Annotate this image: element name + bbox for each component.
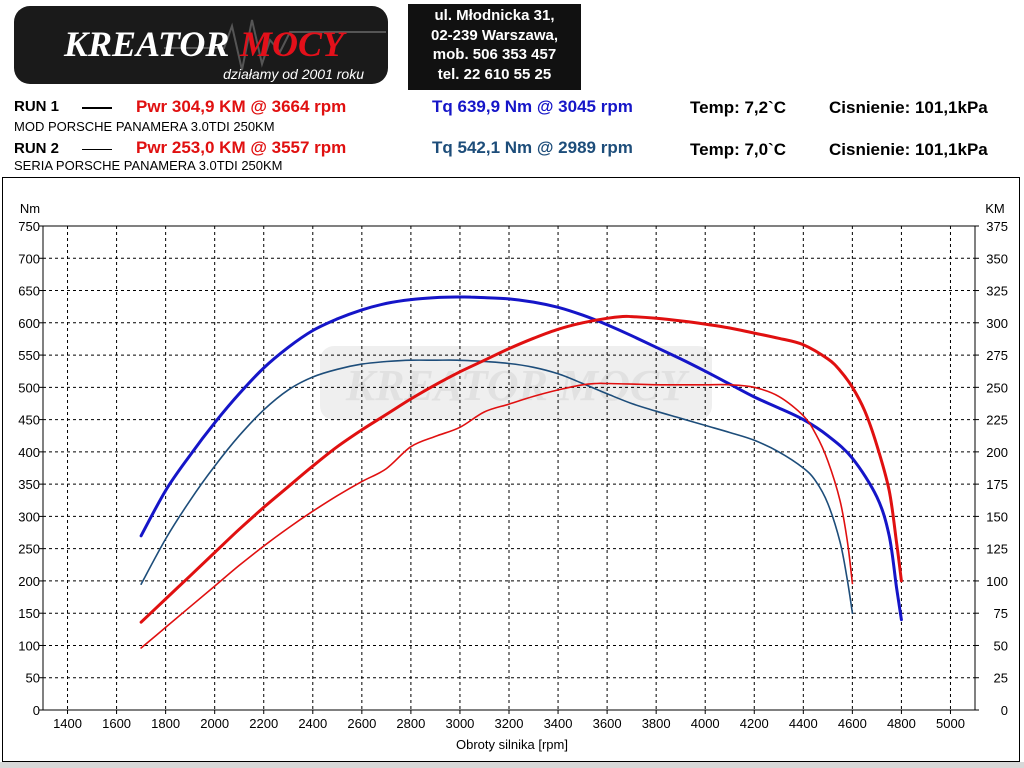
bottom-bar	[0, 762, 1024, 768]
address-line-2: 02-239 Warszawa,	[430, 26, 559, 44]
run-1-temperature: Temp: 7,2`C	[690, 98, 787, 117]
x-tick-label: 5000	[936, 716, 965, 731]
x-tick-label: 2600	[347, 716, 376, 731]
watermark-text: KREATOR MOCY	[345, 361, 690, 410]
x-tick-label: 2400	[298, 716, 327, 731]
x-tick-label: 2800	[396, 716, 425, 731]
y-right-tick-label: 375	[986, 219, 1008, 234]
x-tick-label: 3600	[593, 716, 622, 731]
run-1-description: MOD PORSCHE PANAMERA 3.0TDI 250KM	[14, 119, 275, 134]
x-tick-label: 1600	[102, 716, 131, 731]
y-right-tick-label: 200	[986, 445, 1008, 460]
run-2-pressure: Cisnienie: 101,1kPa	[829, 140, 988, 159]
run-2-description: SERIA PORSCHE PANAMERA 3.0TDI 250KM	[14, 158, 283, 173]
chart-series	[139, 295, 903, 649]
y-right-tick-label: 50	[994, 638, 1008, 653]
run-1-pressure: Cisnienie: 101,1kPa	[829, 98, 988, 117]
y-right-tick-label: 75	[994, 606, 1008, 621]
x-tick-label: 1400	[53, 716, 82, 731]
logo-slogan: działamy od 2001 roku	[223, 66, 364, 82]
address-line-1: ul. Młodnicka 31,	[434, 7, 555, 24]
y-right-tick-label: 175	[986, 477, 1008, 492]
run-2-torque: Tq 542,1 Nm @ 2989 rpm	[432, 138, 633, 157]
y-left-tick-label: 700	[18, 251, 40, 266]
y-left-tick-label: 150	[18, 606, 40, 621]
y-left-tick-label: 50	[26, 671, 40, 686]
x-tick-label: 3200	[495, 716, 524, 731]
y-right-tick-label: 350	[986, 251, 1008, 266]
y-right-tick-label: 225	[986, 413, 1008, 428]
y-left-tick-label: 650	[18, 284, 40, 299]
y-right-tick-label: 150	[986, 509, 1008, 524]
run-1-label: RUN 1	[14, 98, 60, 115]
brand-logo: KREATOR MOCY działamy od 2001 roku	[14, 6, 388, 84]
chart-watermark: KREATOR MOCY	[320, 346, 712, 420]
series-pwr-run-1	[139, 314, 903, 624]
y-left-tick-label: 500	[18, 380, 40, 395]
y-right-tick-label: 25	[994, 671, 1008, 686]
y-right-tick-label: 275	[986, 348, 1008, 363]
x-tick-label: 1800	[151, 716, 180, 731]
x-tick-label: 4200	[740, 716, 769, 731]
y-right-tick-label: 300	[986, 316, 1008, 331]
x-tick-label: 2200	[249, 716, 278, 731]
run-2-label: RUN 2	[14, 140, 60, 157]
run-2-temperature: Temp: 7,0`C	[690, 140, 787, 159]
logo-text-kreator: KREATOR	[63, 24, 229, 64]
x-tick-label: 4000	[691, 716, 720, 731]
series-pwr-run-2	[140, 382, 854, 649]
phone-number: tel. 22 610 55 25	[437, 65, 552, 83]
watermark-plate	[320, 346, 712, 420]
run-2-line-swatch	[82, 149, 112, 150]
x-tick-label: 4400	[789, 716, 818, 731]
x-tick-label: 3000	[445, 716, 474, 731]
x-tick-label: 4600	[838, 716, 867, 731]
y-left-tick-label: 100	[18, 638, 40, 653]
y-left-tick-label: 600	[18, 316, 40, 331]
y-left-tick-label: 550	[18, 348, 40, 363]
y-right-tick-label: 100	[986, 574, 1008, 589]
series-tq-run-2	[140, 359, 854, 614]
header: KREATOR MOCY działamy od 2001 roku ul. M…	[0, 0, 1024, 90]
y-left-tick-label: 250	[18, 542, 40, 557]
y-left-axis-label: Nm	[20, 201, 40, 216]
y-right-tick-label: 125	[986, 542, 1008, 557]
x-tick-label: 3400	[544, 716, 573, 731]
x-tick-label: 2000	[200, 716, 229, 731]
run-1-line-swatch	[82, 107, 112, 109]
y-left-tick-label: 0	[33, 703, 40, 718]
x-tick-label: 4800	[887, 716, 916, 731]
y-right-tick-label: 0	[1001, 703, 1008, 718]
run-1-power: Pwr 304,9 KM @ 3664 rpm	[136, 97, 347, 116]
y-left-tick-label: 750	[18, 219, 40, 234]
contact-info: ul. Młodnicka 31, 02-239 Warszawa, mob. …	[408, 4, 581, 90]
y-right-axis-label: KM	[985, 201, 1005, 216]
mobile-number: mob. 506 353 457	[432, 46, 557, 63]
y-left-tick-label: 300	[18, 509, 40, 524]
dyno-chart-frame	[2, 177, 1020, 762]
y-left-tick-label: 400	[18, 445, 40, 460]
x-axis-label: Obroty silnika [rpm]	[456, 737, 568, 752]
run-2-power: Pwr 253,0 KM @ 3557 rpm	[136, 138, 347, 157]
y-left-tick-label: 350	[18, 477, 40, 492]
logo-text-mocy: MOCY	[239, 24, 347, 64]
y-right-tick-label: 325	[986, 284, 1008, 299]
y-right-tick-label: 250	[986, 380, 1008, 395]
y-left-tick-label: 200	[18, 574, 40, 589]
y-left-tick-label: 450	[18, 413, 40, 428]
x-tick-label: 3800	[642, 716, 671, 731]
run-1-torque: Tq 639,9 Nm @ 3045 rpm	[432, 97, 633, 116]
logo-graphic: KREATOR MOCY	[63, 19, 386, 71]
